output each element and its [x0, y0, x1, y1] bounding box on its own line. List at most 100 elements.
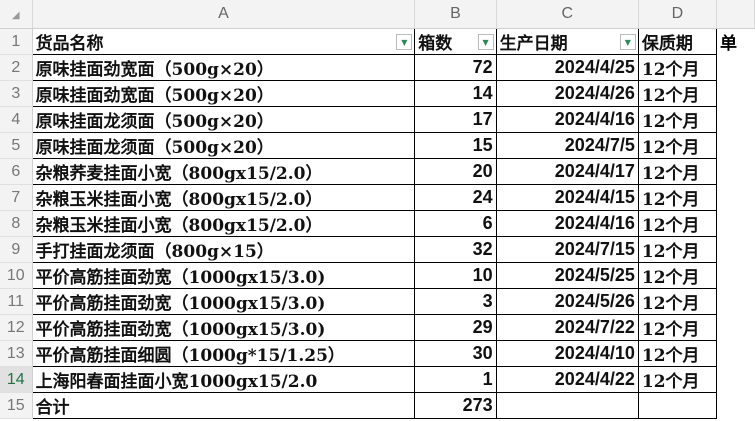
row-header[interactable]: 1: [0, 28, 33, 55]
cell-shelf-life[interactable]: 12个月: [637, 262, 717, 289]
cell-name[interactable]: 平价高筋挂面劲宽（1000gx15/3.0): [31, 288, 416, 315]
cell-e[interactable]: [715, 262, 755, 289]
cell-shelf-life[interactable]: 12个月: [637, 236, 717, 263]
cell-boxes[interactable]: 20: [414, 158, 497, 185]
header-cell-date[interactable]: 生产日期 ▼: [495, 28, 639, 55]
select-all-corner[interactable]: ◢: [0, 0, 33, 29]
cell-name[interactable]: 杂粮荞麦挂面小宽（800gx15/2.0）: [31, 158, 416, 185]
cell-shelf-life[interactable]: [637, 392, 717, 419]
cell-e[interactable]: [715, 340, 755, 367]
filter-dropdown-icon[interactable]: ▼: [477, 34, 494, 50]
cell-date[interactable]: 2024/4/16: [495, 106, 639, 133]
cell-date[interactable]: 2024/5/26: [495, 288, 639, 315]
cell-date[interactable]: 2024/7/5: [495, 132, 639, 159]
cell-name[interactable]: 平价高筋挂面劲宽（1000gx15/3.0): [31, 314, 416, 341]
cell-name[interactable]: 手打挂面龙须面（800g×15）: [31, 236, 416, 263]
cell-shelf-life[interactable]: 12个月: [637, 314, 717, 341]
row-header[interactable]: 12: [0, 314, 33, 341]
cell-name[interactable]: 杂粮玉米挂面小宽（800gx15/2.0）: [31, 184, 416, 211]
cell-date[interactable]: 2024/5/25: [495, 262, 639, 289]
cell-boxes[interactable]: 72: [414, 54, 497, 81]
cell-date[interactable]: 2024/4/26: [495, 80, 639, 107]
cell-boxes[interactable]: 10: [414, 262, 497, 289]
cell-date[interactable]: 2024/7/22: [495, 314, 639, 341]
cell-e[interactable]: [715, 106, 755, 133]
row-header[interactable]: 7: [0, 184, 33, 211]
column-header-a[interactable]: A: [32, 0, 416, 29]
cell-e[interactable]: [715, 236, 755, 263]
row-header[interactable]: 14: [0, 366, 33, 393]
cell-e[interactable]: [715, 210, 755, 237]
cell-boxes[interactable]: 15: [414, 132, 497, 159]
total-boxes[interactable]: 273: [414, 392, 497, 419]
row-header[interactable]: 6: [0, 158, 33, 185]
row-header[interactable]: 11: [0, 288, 33, 315]
cell-date[interactable]: 2024/7/15: [495, 236, 639, 263]
column-header-e[interactable]: [716, 0, 755, 29]
row-header[interactable]: 13: [0, 340, 33, 367]
row-header[interactable]: 4: [0, 106, 33, 133]
total-label[interactable]: 合计: [31, 392, 416, 419]
cell-name[interactable]: 平价高筋挂面劲宽（1000gx15/3.0): [31, 262, 416, 289]
cell-boxes[interactable]: 14: [414, 80, 497, 107]
cell-e[interactable]: [715, 54, 755, 81]
row-header[interactable]: 15: [0, 392, 33, 419]
filter-dropdown-icon[interactable]: ▼: [619, 34, 636, 50]
cell-e[interactable]: [715, 366, 755, 393]
cell-boxes[interactable]: 29: [414, 314, 497, 341]
cell-shelf-life[interactable]: 12个月: [637, 366, 717, 393]
row-header[interactable]: 2: [0, 54, 33, 81]
cell-shelf-life[interactable]: 12个月: [637, 184, 717, 211]
cell-e[interactable]: [715, 80, 755, 107]
cell-e[interactable]: [715, 288, 755, 315]
cell-shelf-life[interactable]: 12个月: [637, 158, 717, 185]
cell-boxes[interactable]: 17: [414, 106, 497, 133]
row-header[interactable]: 10: [0, 262, 33, 289]
cell-boxes[interactable]: 3: [414, 288, 497, 315]
cell-name[interactable]: 原味挂面劲宽面（500g×20）: [31, 80, 416, 107]
cell-name[interactable]: 杂粮玉米挂面小宽（800gx15/2.0）: [31, 210, 416, 237]
cell-date[interactable]: 2024/4/25: [495, 54, 639, 81]
header-cell-e[interactable]: 单: [715, 28, 755, 55]
row-header[interactable]: 3: [0, 80, 33, 107]
cell-shelf-life[interactable]: 12个月: [637, 106, 717, 133]
cell-shelf-life[interactable]: 12个月: [637, 210, 717, 237]
column-header-c[interactable]: C: [496, 0, 639, 29]
cell-name[interactable]: 原味挂面龙须面（500g×20）: [31, 106, 416, 133]
cell-date[interactable]: 2024/4/17: [495, 158, 639, 185]
cell-shelf-life[interactable]: 12个月: [637, 54, 717, 81]
header-cell-boxes[interactable]: 箱数 ▼: [414, 28, 497, 55]
cell-date[interactable]: 2024/4/22: [495, 366, 639, 393]
cell-boxes[interactable]: 30: [414, 340, 497, 367]
cell-date[interactable]: [495, 392, 639, 419]
cell-e[interactable]: [715, 314, 755, 341]
header-cell-shelf-life[interactable]: 保质期: [637, 28, 717, 55]
row-header[interactable]: 8: [0, 210, 33, 237]
filter-dropdown-icon[interactable]: ▼: [396, 34, 413, 50]
cell-date[interactable]: 2024/4/10: [495, 340, 639, 367]
cell-boxes[interactable]: 32: [414, 236, 497, 263]
cell-e[interactable]: [715, 132, 755, 159]
cell-boxes[interactable]: 24: [414, 184, 497, 211]
header-cell-name[interactable]: 货品名称 ▼: [31, 28, 416, 55]
cell-name[interactable]: 上海阳春面挂面小宽1000gx15/2.0: [31, 366, 416, 393]
cell-e[interactable]: [715, 184, 755, 211]
cell-shelf-life[interactable]: 12个月: [637, 340, 717, 367]
cell-e[interactable]: [715, 158, 755, 185]
cell-name[interactable]: 原味挂面龙须面（500g×20）: [31, 132, 416, 159]
row-header[interactable]: 9: [0, 236, 33, 263]
cell-boxes[interactable]: 1: [414, 366, 497, 393]
cell-shelf-life[interactable]: 12个月: [637, 80, 717, 107]
cell-name[interactable]: 平价高筋挂面细圆（1000g*15/1.25）: [31, 340, 416, 367]
column-header-b[interactable]: B: [414, 0, 497, 29]
cell-shelf-life[interactable]: 12个月: [637, 132, 717, 159]
cell-name[interactable]: 原味挂面劲宽面（500g×20）: [31, 54, 416, 81]
cell-date[interactable]: 2024/4/15: [495, 184, 639, 211]
cell-boxes[interactable]: 6: [414, 210, 497, 237]
row-header[interactable]: 5: [0, 132, 33, 159]
column-header-d[interactable]: D: [638, 0, 717, 29]
cell-date[interactable]: 2024/4/16: [495, 210, 639, 237]
cell-shelf-life[interactable]: 12个月: [637, 288, 717, 315]
cell-e[interactable]: [715, 392, 755, 419]
